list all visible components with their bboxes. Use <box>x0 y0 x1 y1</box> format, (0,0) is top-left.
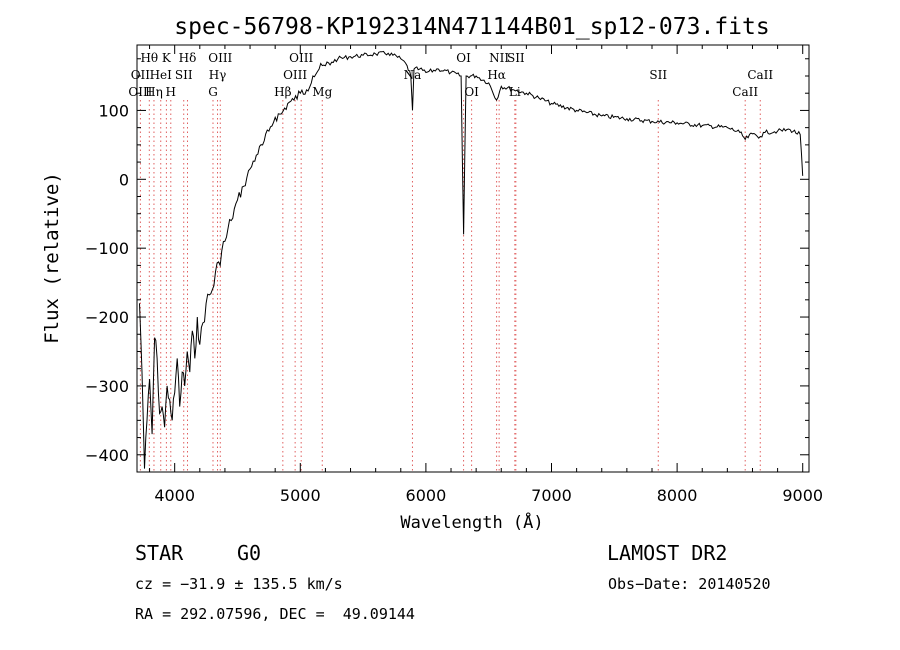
spectral-line-label: Hγ <box>209 68 227 82</box>
spectral-line-label: SII <box>649 68 667 82</box>
x-tick-label: 4000 <box>154 486 195 505</box>
chart-title: spec-56798-KP192314N471144B01_sp12-073.f… <box>174 14 769 40</box>
spectral-line-labels: Hθ OII OIII K HeI Hη Hδ SII H OIII Hγ G OIII OIII Hβ Mg… <box>128 51 773 99</box>
redshift-velocity: cz = −31.9 ± 135.5 km/s <box>135 575 343 593</box>
spectral-line-label: OII <box>131 68 151 82</box>
spectral-line-label: OI <box>456 51 471 65</box>
y-axis-ticks: −400 −300 −200 −100 0 100 <box>85 58 809 465</box>
spectral-line-label: H <box>166 85 176 99</box>
spectral-line-label: Na <box>404 68 422 82</box>
y-tick-label: −400 <box>85 446 129 465</box>
spectrum-line <box>139 50 804 469</box>
spectral-line-label: OI <box>464 85 479 99</box>
spectral-line-label: Mg <box>312 85 332 99</box>
x-axis-ticks: 4000 5000 6000 7000 8000 9000 <box>149 45 823 505</box>
spectral-line-label: Hη <box>145 85 163 99</box>
spectral-line-label: OIII <box>289 51 313 65</box>
y-tick-label: −100 <box>85 239 129 258</box>
spectral-line-markers <box>139 100 761 472</box>
x-tick-label: 6000 <box>406 486 447 505</box>
spectral-line-label: OIII <box>283 68 307 82</box>
spectral-line-label: K <box>162 51 172 65</box>
object-class: STAR <box>135 541 184 565</box>
spectral-subclass: G0 <box>237 541 262 565</box>
spectral-line-label: OIII <box>128 85 152 99</box>
spectral-line-label: Hα <box>487 68 506 82</box>
x-tick-label: 5000 <box>280 486 321 505</box>
y-axis-label: Flux (relative) <box>41 172 63 344</box>
y-tick-label: −300 <box>85 377 129 396</box>
spectral-line-label: Hβ <box>274 85 291 99</box>
spectral-line-label: CaII <box>732 85 758 99</box>
spectrum-layer <box>139 50 804 469</box>
spectral-line-label: SII <box>175 68 193 82</box>
spectral-line-label: SII <box>507 51 525 65</box>
spectral-line-label: G <box>208 85 218 99</box>
survey-name: LAMOST DR2 <box>607 541 728 565</box>
observation-date: Obs−Date: 20140520 <box>608 575 771 593</box>
y-tick-label: −200 <box>85 308 129 327</box>
spectral-line-label: Hδ <box>179 51 197 65</box>
plot-frame <box>136 44 810 473</box>
x-tick-label: 8000 <box>657 486 698 505</box>
spectral-line-label: Hθ <box>140 51 158 65</box>
sky-coordinates: RA = 292.07596, DEC = 49.09144 <box>135 605 415 623</box>
x-tick-label: 7000 <box>531 486 572 505</box>
spectral-line-label: HeI <box>150 68 173 82</box>
x-tick-label: 9000 <box>782 486 823 505</box>
spectral-line-label: CaII <box>747 68 773 82</box>
spectral-line-label: NII <box>489 51 509 65</box>
spectral-line-label: Li <box>509 85 521 99</box>
x-axis-label: Wavelength (Å) <box>400 511 543 533</box>
spectral-line-label: OIII <box>208 51 232 65</box>
y-tick-label: 0 <box>119 170 129 189</box>
y-tick-label: 100 <box>98 101 129 120</box>
